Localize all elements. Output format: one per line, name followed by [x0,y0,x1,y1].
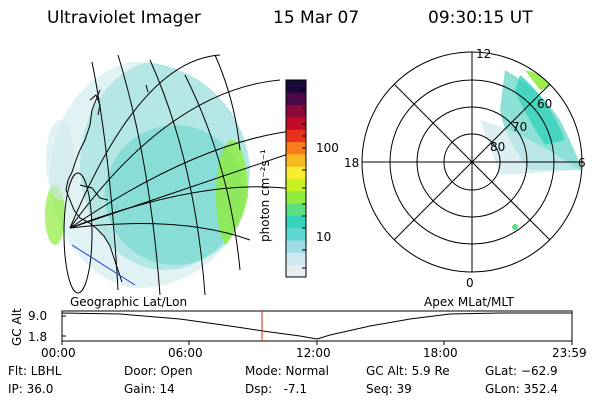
timeline-x-tick-4: 23:59 [552,346,587,360]
timeline-x-tick-3: 18:00 [423,346,458,360]
colorbar-tick-100: 100 [316,141,339,155]
lat-label-80: 80 [490,140,506,154]
colorbar-segment [286,264,306,278]
colorbar-segment [286,129,306,143]
colorbar-segment [286,116,306,130]
filter-status: Flt: LBHL [8,364,62,378]
gc-alt-status: GC Alt: 5.9 Re [366,364,450,378]
timeline-y-tick-top: 9.0 [28,309,48,323]
colorbar-segment [286,92,306,106]
polar-plot [361,51,583,273]
colorbar-frame [285,79,307,278]
door-status: Door: Open [124,364,193,378]
colorbar-segment [286,215,306,229]
ip-status: IP: 36.0 [8,382,54,396]
timeline-x-tick-2: 12:00 [296,346,331,360]
colorbar-segment [286,190,306,204]
glon-status: GLon: 352.4 [485,382,558,396]
time-label: 09:30:15 UT [428,8,533,28]
colorbar [285,79,307,278]
colorbar-segment [286,153,306,167]
timeline-x-tick-1: 06:00 [168,346,203,360]
mlt-label-12: 12 [476,47,492,61]
mlt-label-6: 6 [578,156,586,170]
colorbar-segment [286,252,306,266]
colorbar-unit-label: photon cm⁻²s⁻¹ [258,149,272,242]
timeline-x-tick-0: 00:00 [41,346,76,360]
colorbar-segment [286,178,306,192]
mlt-label-18: 18 [344,156,360,170]
apex-caption: Apex MLat/MLT [424,295,514,309]
seq-status: Seq: 39 [366,382,412,396]
gain-status: Gain: 14 [124,382,175,396]
colorbar-segment [286,240,306,253]
geographic-caption: Geographic Lat/Lon [70,295,188,309]
geographic-image [45,54,301,296]
glat-status: GLat: −62.9 [485,364,558,378]
mode-status: Mode: Normal [245,364,329,378]
lat-label-70: 70 [512,120,528,134]
colorbar-segment [286,227,306,241]
colorbar-segment [286,203,306,216]
timeline-plot [61,310,573,345]
colorbar-segment [286,104,306,118]
dsp-status: Dsp: -7.1 [245,382,308,396]
colorbar-segment [286,141,306,155]
colorbar-segment [286,166,306,179]
timeline-y-tick-bottom: 1.8 [28,330,48,344]
colorbar-segment [286,80,306,93]
lat-label-60: 60 [537,97,553,111]
date-label: 15 Mar 07 [273,8,360,28]
timeline-y-label: GC Alt [10,308,24,346]
colorbar-tick-10: 10 [316,230,332,244]
instrument-title: Ultraviolet Imager [47,8,201,28]
mlt-label-0: 0 [466,276,474,290]
